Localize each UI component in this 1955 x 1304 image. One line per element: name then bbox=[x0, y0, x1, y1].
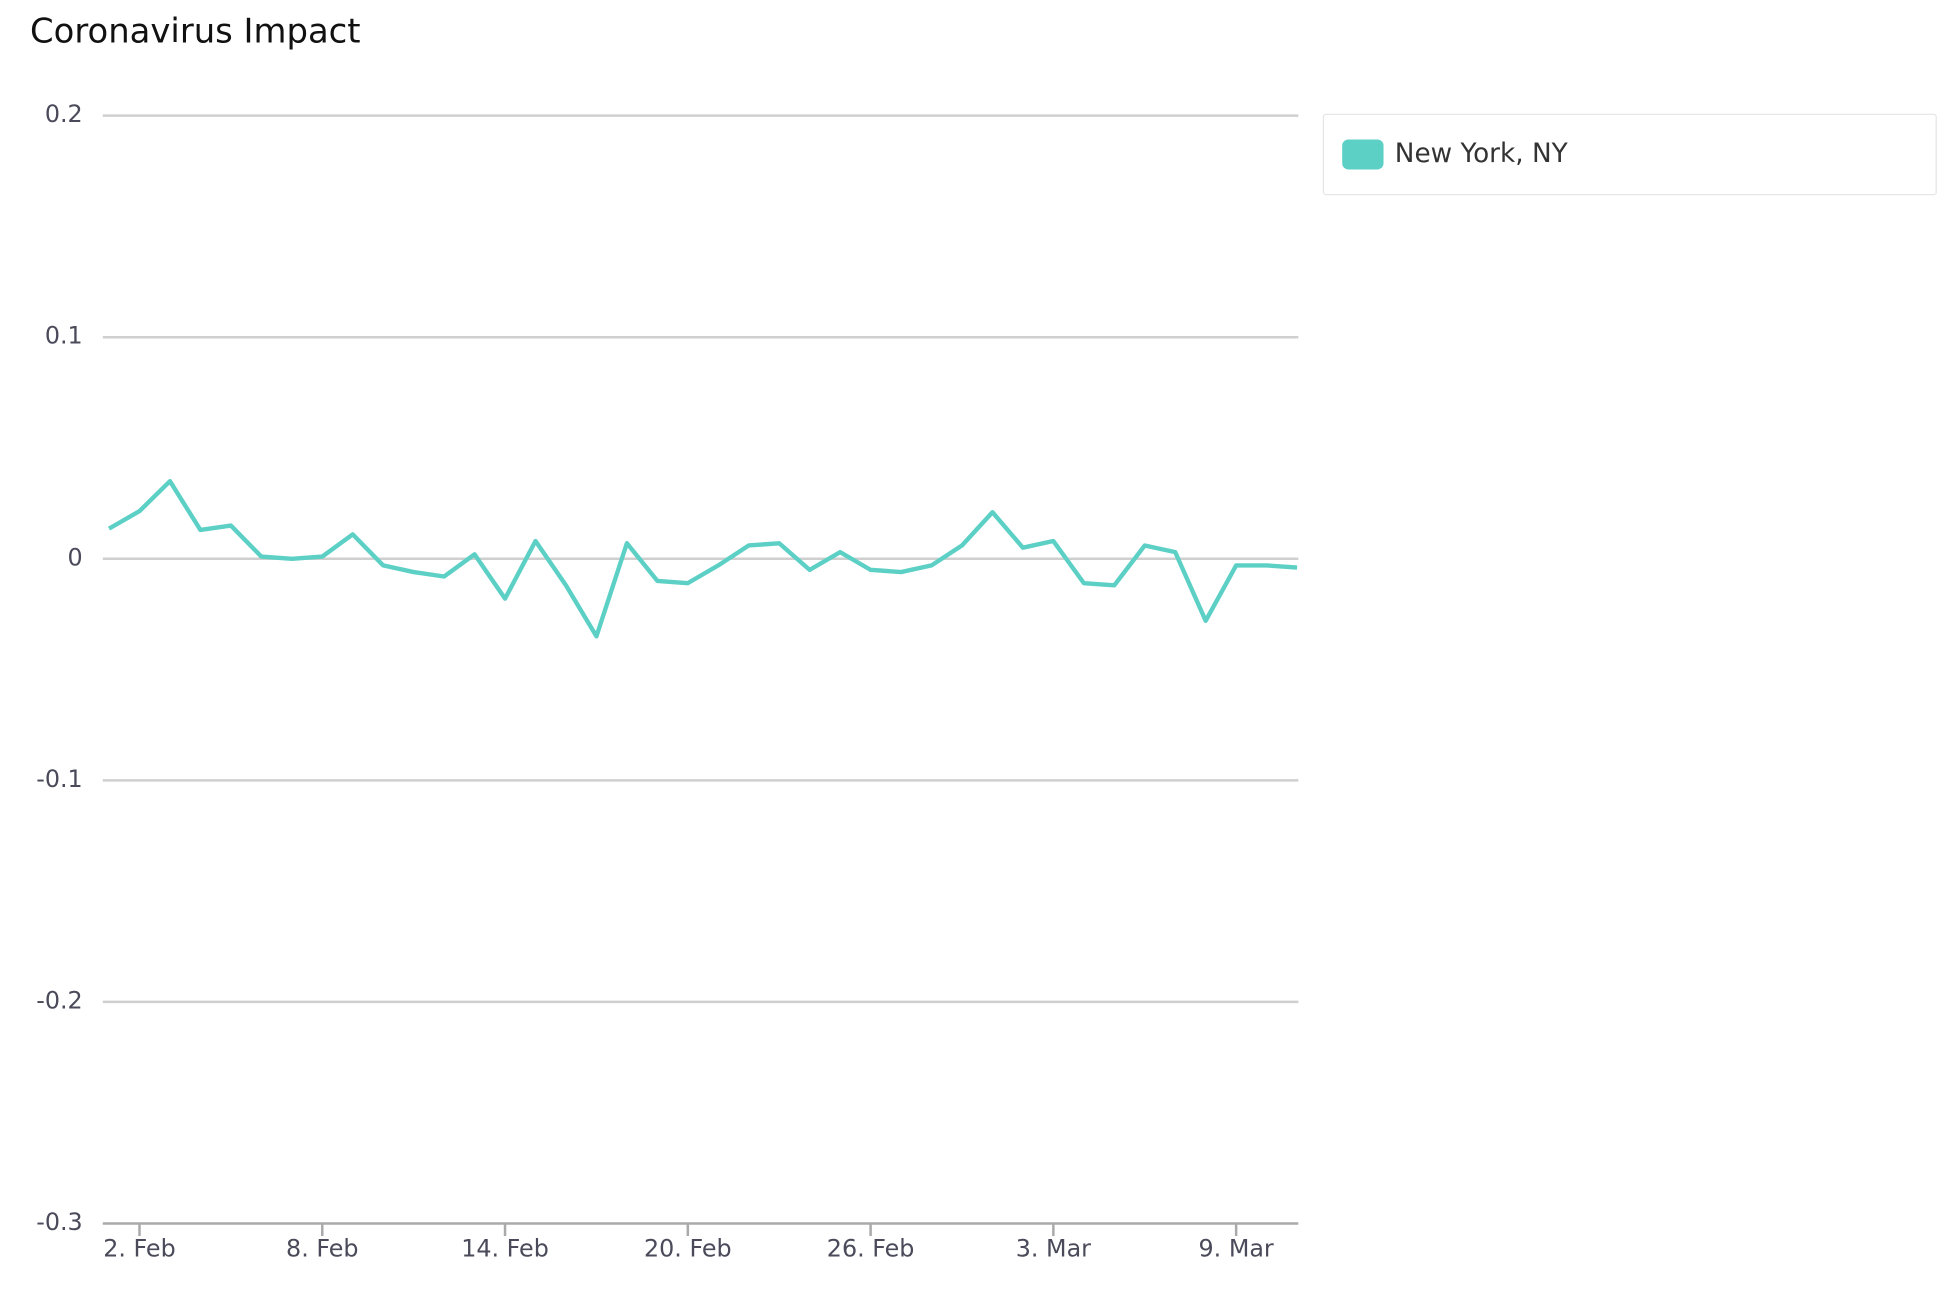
y-tick-label: -0.1 bbox=[36, 765, 82, 793]
x-tick-label: 8. Feb bbox=[286, 1234, 358, 1262]
x-tick-label: 9. Mar bbox=[1199, 1234, 1274, 1262]
y-tick-label: 0 bbox=[68, 543, 83, 571]
legend-label: New York, NY bbox=[1395, 139, 1569, 169]
x-tick-label: 20. Feb bbox=[644, 1234, 732, 1262]
y-tick-label: -0.3 bbox=[36, 1208, 82, 1236]
line bbox=[107, 479, 1298, 639]
y-tick-label: -0.2 bbox=[36, 986, 82, 1014]
x-tick-label: 26. Feb bbox=[827, 1234, 915, 1262]
x-tick-label: 3. Mar bbox=[1016, 1234, 1091, 1262]
y-tick-label: 0.2 bbox=[45, 100, 83, 128]
x-tick-label: 14. Feb bbox=[461, 1234, 549, 1262]
legend-box bbox=[1322, 113, 1937, 196]
legend-swatch bbox=[1342, 139, 1384, 170]
x-tick-label: 2. Feb bbox=[103, 1234, 175, 1262]
chart-title: Coronavirus Impact bbox=[30, 11, 360, 50]
y-tick-label: 0.1 bbox=[45, 322, 83, 350]
